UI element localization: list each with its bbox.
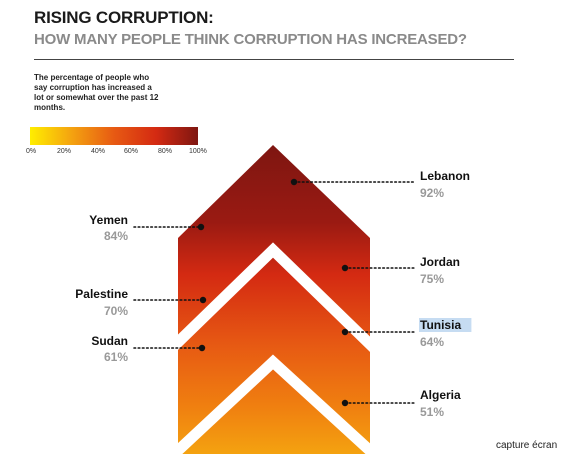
chart-title: RISING CORRUPTION: xyxy=(34,8,214,27)
marker-dot-tunisia xyxy=(341,328,349,336)
color-scale-labels: 0% 20% 40% 60% 80% 100% xyxy=(26,148,210,160)
country-name-jordan: Jordan xyxy=(420,255,460,269)
marker-dot-algeria xyxy=(341,399,349,407)
scale-label-0: 0% xyxy=(26,148,37,155)
country-markers: Lebanon 92% Yemen 84% Jordan 75% Palestine 70% T… xyxy=(75,169,472,419)
country-value-algeria: 51% xyxy=(420,405,444,419)
chevron-divider-lower xyxy=(166,354,382,454)
scale-label-20: 20% xyxy=(57,148,72,155)
marker-dot-lebanon xyxy=(290,178,298,186)
chart-subtitle: HOW MANY PEOPLE THINK CORRUPTION HAS INC… xyxy=(34,31,467,48)
marker-dot-sudan xyxy=(198,344,206,352)
country-value-lebanon: 92% xyxy=(420,186,444,200)
country-value-tunisia: 64% xyxy=(420,335,444,349)
country-value-jordan: 75% xyxy=(420,272,444,286)
scale-label-80: 80% xyxy=(158,148,173,155)
scale-label-100: 100% xyxy=(189,148,207,155)
country-value-yemen: 84% xyxy=(104,229,128,243)
highlight-tunisia xyxy=(419,318,472,332)
country-name-yemen: Yemen xyxy=(89,213,128,227)
country-name-palestine: Palestine xyxy=(75,287,128,301)
chevron-divider-upper xyxy=(166,242,382,356)
color-scale-bar xyxy=(30,127,198,145)
marker-dot-jordan xyxy=(341,264,349,272)
country-name-lebanon: Lebanon xyxy=(420,169,470,183)
scale-label-40: 40% xyxy=(91,148,106,155)
country-name-tunisia: Tunisia xyxy=(420,318,461,332)
color-scale-description: The percentage of people who say corrupt… xyxy=(34,73,159,112)
chevron-shape xyxy=(178,145,370,454)
country-value-sudan: 61% xyxy=(104,350,128,364)
country-name-sudan: Sudan xyxy=(91,334,128,348)
scale-label-60: 60% xyxy=(124,148,139,155)
title-divider xyxy=(34,59,514,60)
marker-dot-yemen xyxy=(197,223,205,231)
country-name-algeria: Algeria xyxy=(420,388,461,402)
image-credit: capture écran xyxy=(496,440,558,451)
country-value-palestine: 70% xyxy=(104,304,128,318)
marker-dot-palestine xyxy=(199,296,207,304)
